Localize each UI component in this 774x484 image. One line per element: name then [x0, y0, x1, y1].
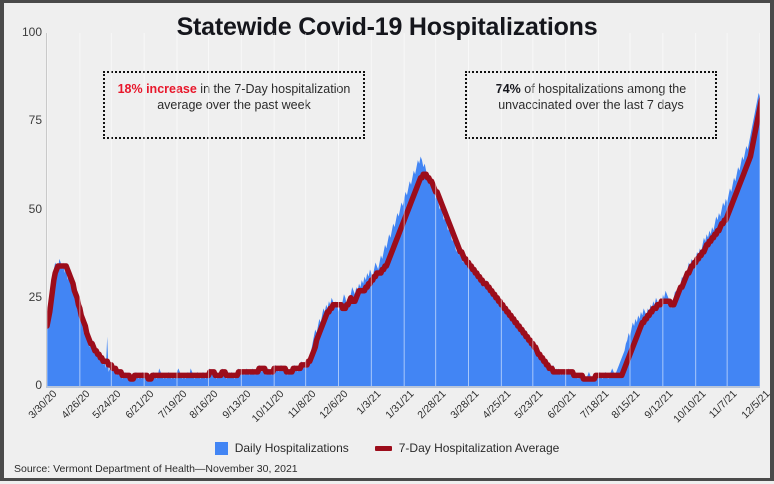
x-axis: 3/30/20 4/26/20 5/24/20 6/21/20 7/19/20 8/16/… [4, 388, 774, 448]
x-axis-line [46, 386, 760, 388]
legend-label-average: 7-Day Hospitalization Average [398, 441, 560, 455]
y-axis-tick: 25 [28, 289, 42, 304]
series-svg [47, 33, 760, 386]
y-axis-tick: 0 [35, 378, 42, 392]
y-axis-tick: 50 [28, 201, 42, 216]
legend-swatch-line-icon [374, 445, 392, 451]
y-axis: 0 25 50 75 100 [4, 25, 42, 392]
legend-label-daily: Daily Hospitalizations [234, 441, 349, 455]
y-axis-tick: 100 [21, 25, 42, 39]
callout-increase: 18% increase in the 7-Day hospitalizatio… [103, 71, 365, 139]
callout-unvaccinated-text: of hospitalizations among the unvaccinat… [498, 82, 687, 112]
callout-unvaccinated-highlight: 74% [495, 82, 521, 96]
daily-hospitalizations-bars [47, 93, 760, 386]
callout-unvaccinated: 74% of hospitalizations among the unvacc… [465, 71, 717, 139]
callout-increase-text: in the 7-Day hospitalization average ove… [157, 82, 351, 112]
x-gridlines [47, 33, 760, 386]
y-axis-tick: 75 [28, 113, 42, 128]
seven-day-average-line [47, 95, 760, 382]
legend-item-daily: Daily Hospitalizations [214, 441, 349, 455]
source-note: Source: Vermont Department of Health—Nov… [14, 463, 298, 475]
chart-canvas: Statewide Covid-19 Hospitalizations 18% … [4, 3, 772, 478]
legend-swatch-bar-icon [214, 441, 228, 455]
plot-area [47, 33, 760, 386]
page-title: Statewide Covid-19 Hospitalizations [176, 13, 598, 41]
legend-item-average: 7-Day Hospitalization Average [374, 441, 560, 455]
chart-legend: Daily Hospitalizations 7-Day Hospitaliza… [4, 441, 770, 455]
